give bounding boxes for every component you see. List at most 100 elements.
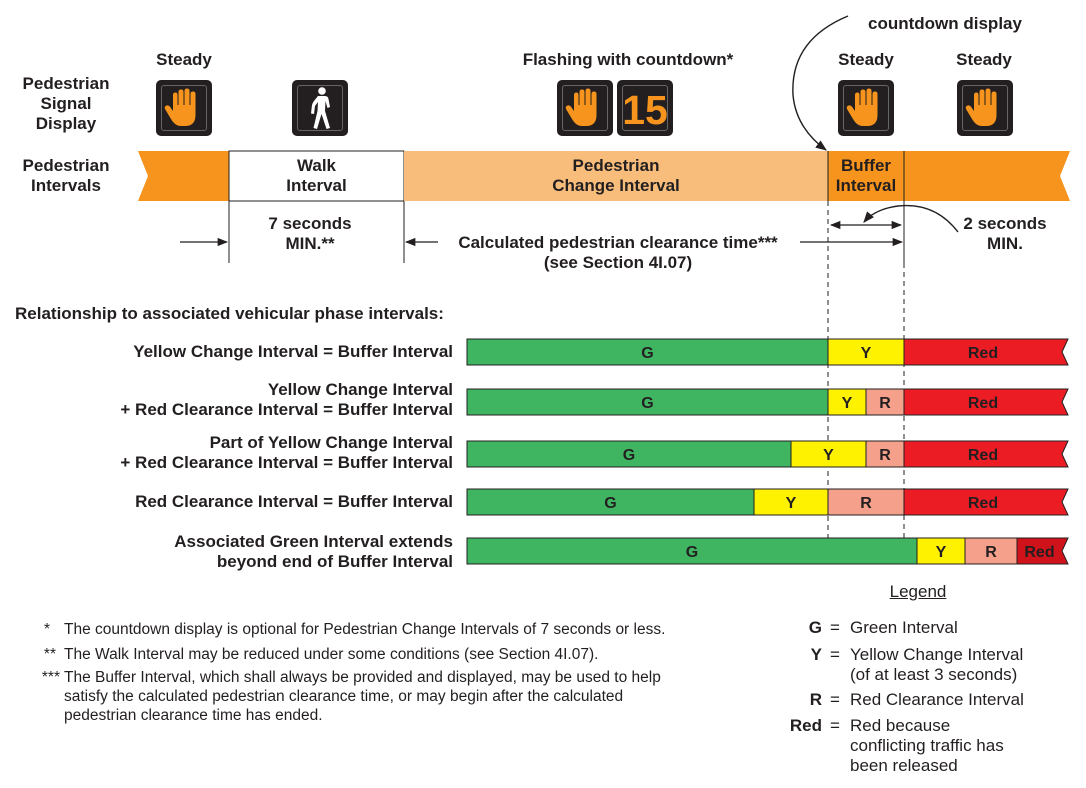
phase-segment-label: R — [879, 447, 891, 464]
row-label: Yellow Change Interval + Red Clearance I… — [20, 380, 453, 420]
label-line: Display — [35, 114, 97, 133]
countdown-display-label: countdown display — [868, 14, 1022, 33]
label-line: Calculated pedestrian clearance time*** — [456, 233, 780, 253]
label-line: The Walk Interval may be reduced under s… — [64, 646, 599, 663]
phase-segment-red — [903, 488, 1069, 516]
label-line: Part of Yellow Change Interval — [209, 433, 453, 452]
ped-signal-display-label: Pedestrian Signal Display — [10, 74, 122, 134]
phase-segment-label: R — [985, 544, 997, 561]
label-line: been released — [850, 756, 958, 775]
label-line: conflicting traffic has — [850, 736, 1004, 755]
phase-segment-label: Y — [842, 395, 853, 412]
label-line: The countdown display is optional for Pe… — [64, 621, 666, 638]
hand-signal-icon — [557, 80, 613, 136]
label-line: + Red Clearance Interval = Buffer Interv… — [120, 400, 453, 419]
footnote-text: The countdown display is optional for Pe… — [64, 620, 764, 639]
phase-segment-label: Y — [823, 447, 834, 464]
phase-segment-label: G — [623, 447, 635, 464]
hand-signal-icon — [156, 80, 212, 136]
label-line: (of at least 3 seconds) — [850, 665, 1018, 684]
label-line: Change Interval — [552, 176, 680, 195]
footnote-text: The Buffer Interval, which shall always … — [64, 668, 764, 725]
label-line: Yellow Change Interval = Buffer Interval — [133, 342, 453, 361]
footnote-mark: *** — [41, 669, 60, 686]
legend-title: Legend — [889, 582, 947, 601]
label-line: Walk — [296, 156, 337, 175]
ped-band-buffer — [828, 151, 904, 201]
buffer-interval-label: Buffer Interval — [828, 156, 904, 196]
label-line: Pedestrian — [22, 74, 110, 93]
phase-segment-label: Red — [968, 447, 998, 464]
legend-code: R — [809, 690, 822, 709]
phase-segment-label: R — [860, 495, 872, 512]
row-label: Yellow Change Interval = Buffer Interval — [20, 342, 453, 362]
label-line: Pedestrian — [572, 156, 660, 175]
walk-min-label: 7 seconds MIN.** — [240, 214, 380, 254]
ped-intervals-label: Pedestrian Intervals — [8, 156, 124, 196]
label-line: 2 seconds — [963, 214, 1047, 233]
legend-code: Red — [789, 716, 822, 735]
phase-segment-redend — [1016, 537, 1069, 565]
phase-segment-label: Y — [861, 345, 872, 362]
phase-segment-label: G — [686, 544, 698, 561]
flashing-label: Flashing with countdown* — [522, 50, 734, 69]
phase-segment-label: Red — [968, 495, 998, 512]
countdown-callout-arrow — [792, 15, 849, 151]
label-line: beyond end of Buffer Interval — [216, 552, 453, 571]
ped-band-walk — [228, 150, 405, 202]
hand-signal-icon — [838, 80, 894, 136]
row-label: Part of Yellow Change Interval + Red Cle… — [20, 433, 453, 473]
label-line: 7 seconds — [268, 214, 352, 233]
relationship-title: Relationship to associated vehicular pha… — [15, 304, 444, 323]
label-line: MIN. — [987, 234, 1023, 253]
label-line: Associated Green Interval extends — [174, 532, 453, 551]
steady-label: Steady — [956, 50, 1012, 69]
phase-segment-red — [903, 388, 1069, 416]
ped-intervals-band — [138, 150, 1070, 202]
phase-segment-label: G — [641, 395, 653, 412]
ped-band-orange-start — [138, 151, 229, 201]
label-line: Interval — [286, 176, 347, 195]
label-line: Signal — [40, 94, 92, 113]
label-line: Pedestrian — [22, 156, 110, 175]
walk-interval-label: Walk Interval — [229, 156, 404, 196]
label-line: The Buffer Interval, which shall always … — [64, 669, 661, 686]
walking-person-icon — [292, 80, 348, 136]
phase-segment-label: Red — [968, 345, 998, 362]
row-label: Red Clearance Interval = Buffer Interval — [20, 492, 453, 512]
label-line: Yellow Change Interval — [850, 645, 1024, 664]
buffer-min-label: 2 seconds MIN. — [950, 214, 1060, 254]
phase-segment-label: Red — [1024, 544, 1054, 561]
ped-band-orange-end — [904, 151, 1070, 201]
label-line: MIN.** — [285, 234, 335, 253]
ped-band-change — [404, 151, 828, 201]
legend-code: Y — [810, 645, 822, 664]
footnote-text: The Walk Interval may be reduced under s… — [64, 645, 764, 664]
label-line: Red Clearance Interval = Buffer Interval — [135, 492, 453, 511]
legend-equals: = — [830, 716, 840, 735]
phase-segment-label: Y — [936, 544, 947, 561]
vehicular-phase-rows: G Y Red G Y R Red G Y R Red G Y R Red G Y R Red — [466, 338, 1069, 565]
clearance-time-label: Calculated pedestrian clearance time*** … — [428, 233, 808, 273]
change-interval-label: Pedestrian Change Interval — [404, 156, 828, 196]
label-line: Red because — [850, 716, 951, 735]
footnote-mark: * — [43, 621, 50, 638]
phase-segment-red — [903, 338, 1069, 366]
countdown-signal-icon: 15 — [617, 80, 673, 136]
phase-segment-red — [903, 440, 1069, 468]
steady-label: Steady — [838, 50, 894, 69]
legend-equals: = — [830, 618, 840, 637]
row-label: Associated Green Interval extends beyond… — [20, 532, 453, 572]
legend-desc: Yellow Change Interval (of at least 3 se… — [850, 645, 1023, 685]
legend-desc: Green Interval — [850, 618, 958, 638]
label-line: Yellow Change Interval — [267, 380, 453, 399]
phase-segment-label: R — [879, 395, 891, 412]
phase-segment-label: Y — [786, 495, 797, 512]
label-line: + Red Clearance Interval = Buffer Interv… — [120, 453, 453, 472]
footnote-mark: ** — [43, 646, 56, 663]
legend-equals: = — [830, 645, 840, 664]
legend-desc: Red because conflicting traffic has been… — [850, 716, 1004, 776]
label-line: Red Clearance Interval — [850, 690, 1024, 709]
phase-segment-label: G — [641, 345, 653, 362]
